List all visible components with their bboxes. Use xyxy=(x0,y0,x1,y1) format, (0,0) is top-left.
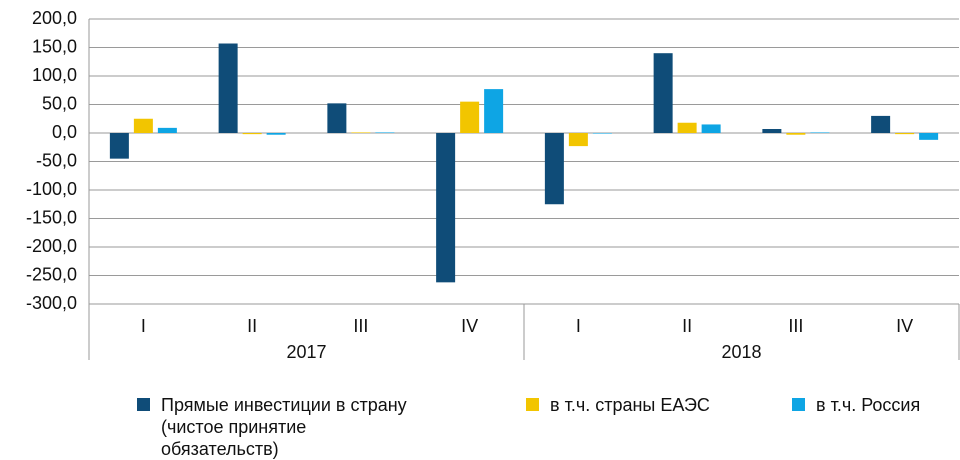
bar xyxy=(218,43,238,134)
y-tick-label: -250,0 xyxy=(26,264,77,284)
bar xyxy=(568,133,588,147)
x-tick-label: IV xyxy=(896,316,913,336)
bar xyxy=(701,124,721,133)
bar xyxy=(895,133,915,135)
bar xyxy=(436,133,456,283)
legend-label: в т.ч. Россия xyxy=(816,395,921,415)
legend-item: в т.ч. Россия xyxy=(792,394,960,416)
bar xyxy=(484,89,504,133)
legend-label: в т.ч. страны ЕАЭС xyxy=(550,395,710,415)
bar xyxy=(242,133,262,135)
chart: 200,0 150,0 100,0 50,0 0,0 -50,0 -100,0 -150,0 -… xyxy=(26,8,960,362)
bar xyxy=(592,133,612,134)
bar xyxy=(133,118,153,133)
y-tick-label: 50,0 xyxy=(42,93,77,113)
bar xyxy=(653,53,673,134)
legend-swatch xyxy=(526,398,539,411)
y-tick-label: 0,0 xyxy=(52,122,77,142)
bar xyxy=(919,133,939,140)
bar xyxy=(677,122,697,133)
bar xyxy=(266,133,286,135)
bar xyxy=(157,127,177,133)
y-tick-label: 200,0 xyxy=(32,8,77,28)
legend-swatch xyxy=(792,398,805,411)
bar xyxy=(786,133,806,135)
x-tick-label: II xyxy=(682,316,692,336)
bar xyxy=(544,133,564,205)
bar xyxy=(375,132,395,133)
legend-label: Прямые инвестиции в страну (чистое приня… xyxy=(161,395,407,459)
x-tick-label: II xyxy=(247,316,257,336)
page: {"chart_data": {"type": "bar", "categori… xyxy=(25,7,960,459)
bar xyxy=(810,132,830,133)
group-label: 2018 xyxy=(721,342,761,362)
x-tick-label: IV xyxy=(461,316,478,336)
bar xyxy=(327,103,347,133)
bar xyxy=(351,132,371,133)
legend-item: Прямые инвестиции в страну (чистое приня… xyxy=(137,394,411,460)
y-tick-label: 100,0 xyxy=(32,65,77,85)
x-tick-label: I xyxy=(576,316,581,336)
bar xyxy=(109,133,129,159)
y-tick-label: -100,0 xyxy=(26,179,77,199)
bar xyxy=(762,129,782,133)
x-tick-label: III xyxy=(788,316,803,336)
y-tick-label: -50,0 xyxy=(36,150,77,170)
bar xyxy=(871,115,891,133)
legend-item: в т.ч. страны ЕАЭС xyxy=(526,394,780,416)
y-tick-label: 150,0 xyxy=(32,36,77,56)
y-tick-label: -300,0 xyxy=(26,293,77,313)
y-tick-label: -200,0 xyxy=(26,236,77,256)
legend-swatch xyxy=(137,398,150,411)
y-tick-label: -150,0 xyxy=(26,207,77,227)
x-tick-label: III xyxy=(353,316,368,336)
group-label: 2017 xyxy=(286,342,326,362)
bar xyxy=(460,101,480,133)
x-tick-label: I xyxy=(141,316,146,336)
